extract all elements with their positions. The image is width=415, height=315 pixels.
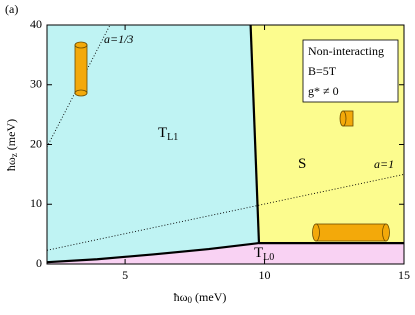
- region-label: TL0: [254, 245, 274, 263]
- x-label-unit: (meV): [192, 290, 226, 304]
- y-label-text: ħω: [4, 157, 18, 171]
- legend-entry: Non-interacting: [308, 44, 384, 58]
- cylinder-icons: [74, 41, 390, 242]
- cylinder: [339, 110, 347, 127]
- phase-boundary: [249, 24, 261, 244]
- legend-box: [302, 39, 399, 103]
- region-label-text: T: [254, 245, 263, 261]
- x-label-sub: 0: [188, 295, 193, 305]
- region: [47, 243, 404, 264]
- legend-entry: B=5T: [308, 64, 337, 78]
- y-label-unit: (meV): [4, 119, 18, 153]
- cylinder: [315, 223, 387, 242]
- cylinder: [74, 89, 88, 97]
- guide-label: a=1/3: [104, 32, 133, 46]
- y-tick-label: 30: [30, 77, 42, 91]
- phase-boundary: [46, 241, 260, 264]
- cylinder: [312, 223, 320, 242]
- y-tick-label: 40: [30, 17, 42, 31]
- guide-line: [46, 173, 405, 251]
- region: [47, 25, 259, 264]
- region-label-text: T: [158, 125, 167, 141]
- y-tick-label: 10: [30, 196, 42, 210]
- x-tick-label: 5: [122, 268, 128, 282]
- y-tick-label: 20: [30, 136, 42, 150]
- cylinder: [74, 41, 88, 49]
- panel-label: (a): [5, 2, 18, 16]
- region-label-sub: L1: [167, 132, 178, 143]
- x-label-text: ħω: [174, 290, 188, 304]
- y-axis-label: ħωz (meV): [4, 119, 19, 171]
- region-label-sub: L0: [263, 252, 274, 263]
- lines: [46, 24, 405, 265]
- cylinder: [74, 44, 88, 94]
- x-axis-label: ħω0 (meV): [174, 290, 227, 305]
- x-tick-label: 15: [398, 268, 410, 282]
- y-label-sub: z: [9, 153, 19, 157]
- region-label-text: S: [298, 156, 306, 172]
- region-label: TL1: [158, 125, 178, 143]
- guide-line: [46, 24, 111, 148]
- cylinder: [382, 223, 390, 242]
- x-tick-label: 10: [259, 268, 271, 282]
- region-label: S: [298, 156, 306, 172]
- guide-label: a=1: [374, 157, 394, 171]
- legend-entry: g* ≠ 0: [308, 84, 339, 98]
- y-tick-label: 0: [36, 256, 42, 270]
